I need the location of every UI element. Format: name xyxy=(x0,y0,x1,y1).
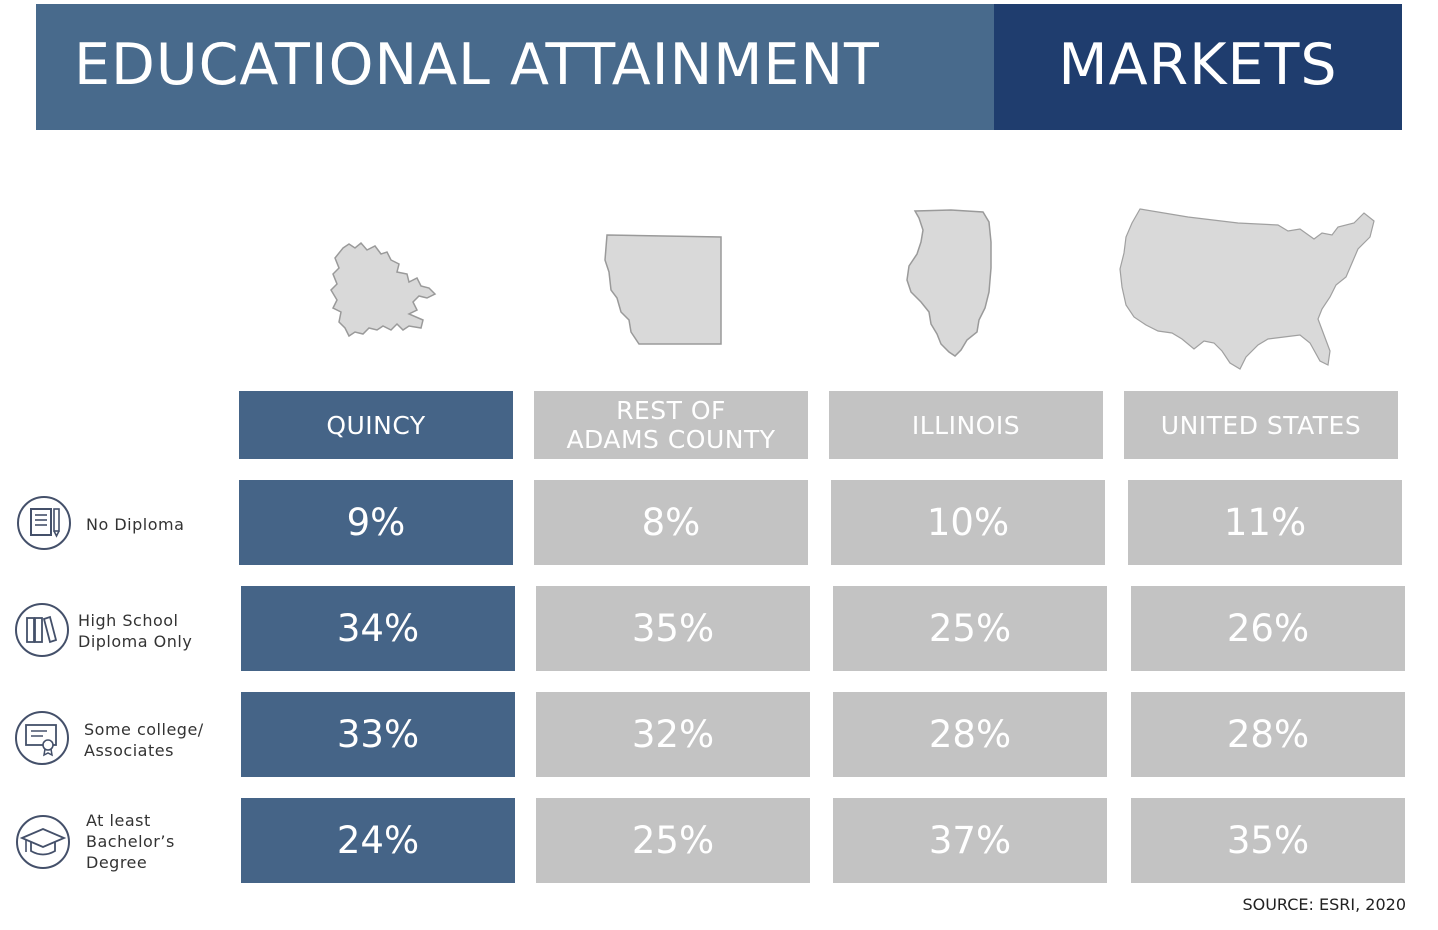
column-header-label: UNITED STATES xyxy=(1160,410,1362,440)
column-header-label: REST OF xyxy=(616,396,726,425)
document-pencil-icon xyxy=(17,496,71,550)
value-cell: 8% xyxy=(534,480,808,565)
books-icon xyxy=(15,603,69,657)
value-cell: 26% xyxy=(1131,586,1405,671)
value-cell: 25% xyxy=(536,798,810,883)
value-cell: 32% xyxy=(536,692,810,777)
value-cell: 28% xyxy=(1131,692,1405,777)
graduation-cap-icon xyxy=(16,815,70,869)
column-header-rest-of-adams-county: REST OF ADAMS COUNTY xyxy=(534,391,808,459)
source-note: SOURCE: ESRI, 2020 xyxy=(1242,895,1406,914)
certificate-icon xyxy=(15,711,69,765)
row-label-bachelors: At least Bachelor’s Degree xyxy=(86,811,175,872)
value-cell: 34% xyxy=(241,586,515,671)
value-cell: 37% xyxy=(833,798,1107,883)
illinois-map-icon xyxy=(906,209,992,357)
column-header-label: ILLINOIS xyxy=(911,410,1021,440)
row-label-high-school: High School Diploma Only xyxy=(78,611,193,651)
column-header-united-states: UNITED STATES xyxy=(1124,391,1398,459)
value-cell: 10% xyxy=(831,480,1105,565)
column-header-label: QUINCY xyxy=(326,410,426,440)
row-label-no-diploma: No Diploma xyxy=(86,515,185,534)
quincy-map-icon xyxy=(330,241,437,338)
column-header-illinois: ILLINOIS xyxy=(829,391,1103,459)
markets-heading: MARKETS xyxy=(1058,32,1338,98)
value-cell: 35% xyxy=(536,586,810,671)
column-header-quincy: QUINCY xyxy=(239,391,513,459)
column-header-label: ADAMS COUNTY xyxy=(566,425,776,454)
value-cell: 9% xyxy=(239,480,513,565)
page-title: EDUCATIONAL ATTAINMENT xyxy=(74,32,880,98)
value-cell: 25% xyxy=(833,586,1107,671)
row-label-some-college: Some college/ Associates xyxy=(84,720,204,760)
value-cell: 24% xyxy=(241,798,515,883)
header-title-bar: EDUCATIONAL ATTAINMENT xyxy=(36,4,994,130)
adams-county-map-icon xyxy=(604,234,722,345)
value-cell: 35% xyxy=(1131,798,1405,883)
header-markets-bar: MARKETS xyxy=(994,4,1402,130)
value-cell: 11% xyxy=(1128,480,1402,565)
value-cell: 28% xyxy=(833,692,1107,777)
united-states-map-icon xyxy=(1119,208,1375,370)
value-cell: 33% xyxy=(241,692,515,777)
